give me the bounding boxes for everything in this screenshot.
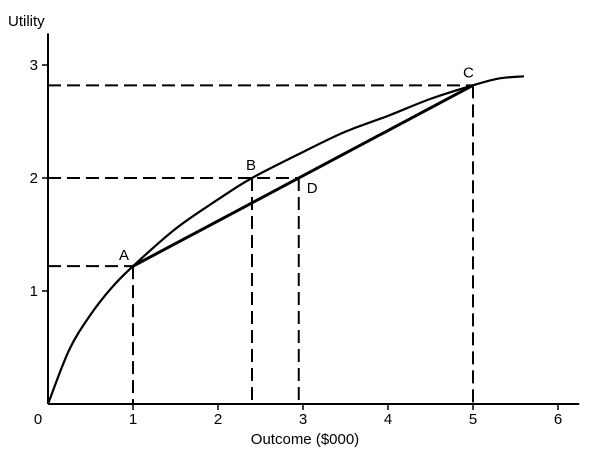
y-tick-label: 1: [30, 283, 38, 300]
point-label-c: C: [463, 64, 474, 81]
x-tick-label: 6: [554, 411, 562, 428]
chord-line-a-c: [132, 84, 474, 268]
x-tick-label: 4: [384, 411, 392, 428]
point-label-b: B: [246, 157, 256, 174]
y-axis-label: Utility: [8, 13, 45, 30]
point-label-d: D: [307, 180, 318, 197]
x-tick-label: 1: [129, 411, 137, 428]
plot-area: 0 1 2 3 4 5 6 1 2 3 A B C D: [30, 33, 580, 428]
x-tick-label: 2: [214, 411, 222, 428]
utility-curve: [46, 75, 525, 405]
x-axis-label: Outcome ($000): [251, 431, 359, 448]
point-label-a: A: [119, 247, 129, 264]
x-tick-label: 3: [299, 411, 307, 428]
y-tick-label: 3: [30, 57, 38, 74]
y-tick-label: 2: [30, 170, 38, 187]
x-tick-label: 0: [34, 411, 42, 428]
x-tick-label: 5: [469, 411, 477, 428]
